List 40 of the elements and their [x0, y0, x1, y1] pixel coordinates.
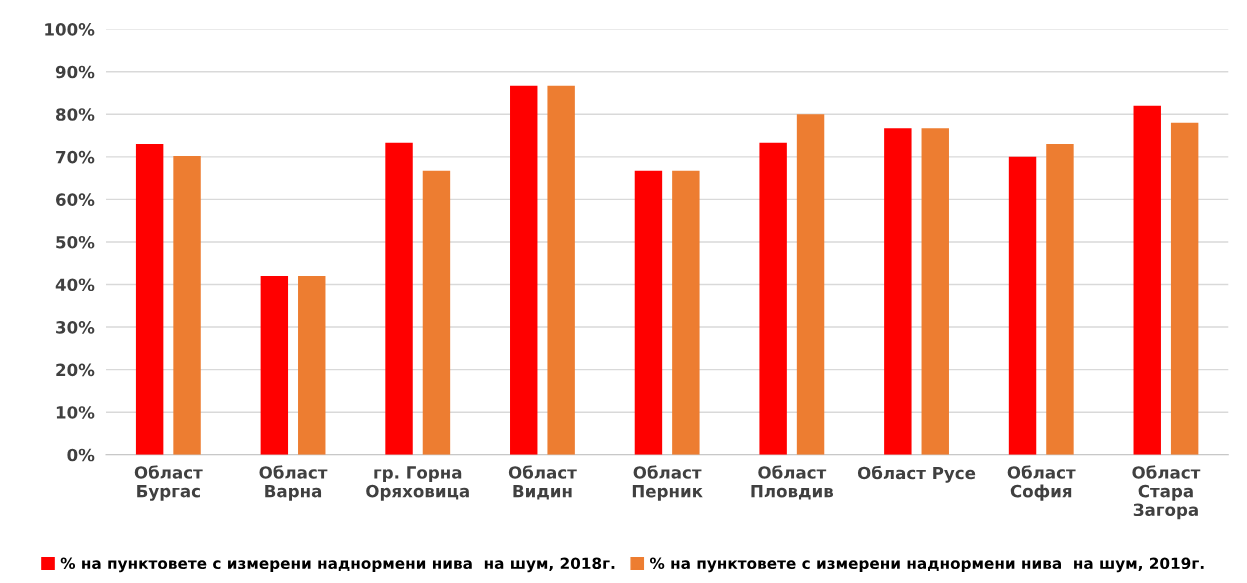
- bar: [759, 142, 787, 455]
- y-tick-label: 60%: [56, 193, 95, 206]
- x-tick-label: Област Русе: [857, 465, 976, 483]
- y-tick-label: 0%: [67, 448, 95, 462]
- bar: [921, 128, 949, 455]
- y-tick-label: 20%: [56, 363, 95, 377]
- x-tick-label: гр. Горна Оряховица: [366, 466, 469, 501]
- bar: [1008, 156, 1037, 455]
- x-tick-label: Област Пловдив: [751, 465, 834, 500]
- y-tick-label: 70%: [56, 150, 95, 164]
- bar: [1046, 144, 1074, 455]
- bar: [884, 128, 912, 455]
- y-tick-label: 40%: [55, 278, 95, 292]
- bar: [634, 170, 663, 455]
- bar: [1170, 122, 1199, 455]
- legend-label: % на пунктовете с измерени наднормени нива на шум, 2018г.: [60, 557, 615, 573]
- bar: [422, 170, 451, 455]
- bar: [298, 275, 326, 455]
- bar: [260, 275, 289, 455]
- bar: [672, 170, 700, 455]
- legend-label: % на пунктовете с измерени наднормени нива на шум, 2019г.: [649, 557, 1204, 573]
- y-tick-label: 10%: [56, 406, 95, 419]
- y-tick-label: 50%: [56, 235, 95, 249]
- bar: [796, 114, 825, 455]
- bar: [510, 85, 538, 455]
- x-tick-label: Област София: [1007, 465, 1076, 501]
- bar: [1133, 105, 1161, 455]
- x-tick-label: Област Видин: [508, 465, 577, 500]
- y-tick-label: 90%: [55, 65, 95, 79]
- bar: [385, 142, 413, 455]
- x-tick-label: Област Перник: [632, 465, 703, 501]
- bar: [173, 155, 201, 455]
- y-tick-label: 100%: [45, 23, 95, 36]
- y-tick-label: 30%: [56, 321, 95, 334]
- bar: [547, 85, 575, 455]
- bar: [135, 144, 164, 455]
- x-tick-label: Област Варна: [259, 465, 328, 501]
- x-tick-label: Област Стара Загора: [1132, 465, 1201, 520]
- y-tick-label: 80%: [56, 108, 95, 121]
- x-tick-label: Област Бургас: [134, 465, 203, 501]
